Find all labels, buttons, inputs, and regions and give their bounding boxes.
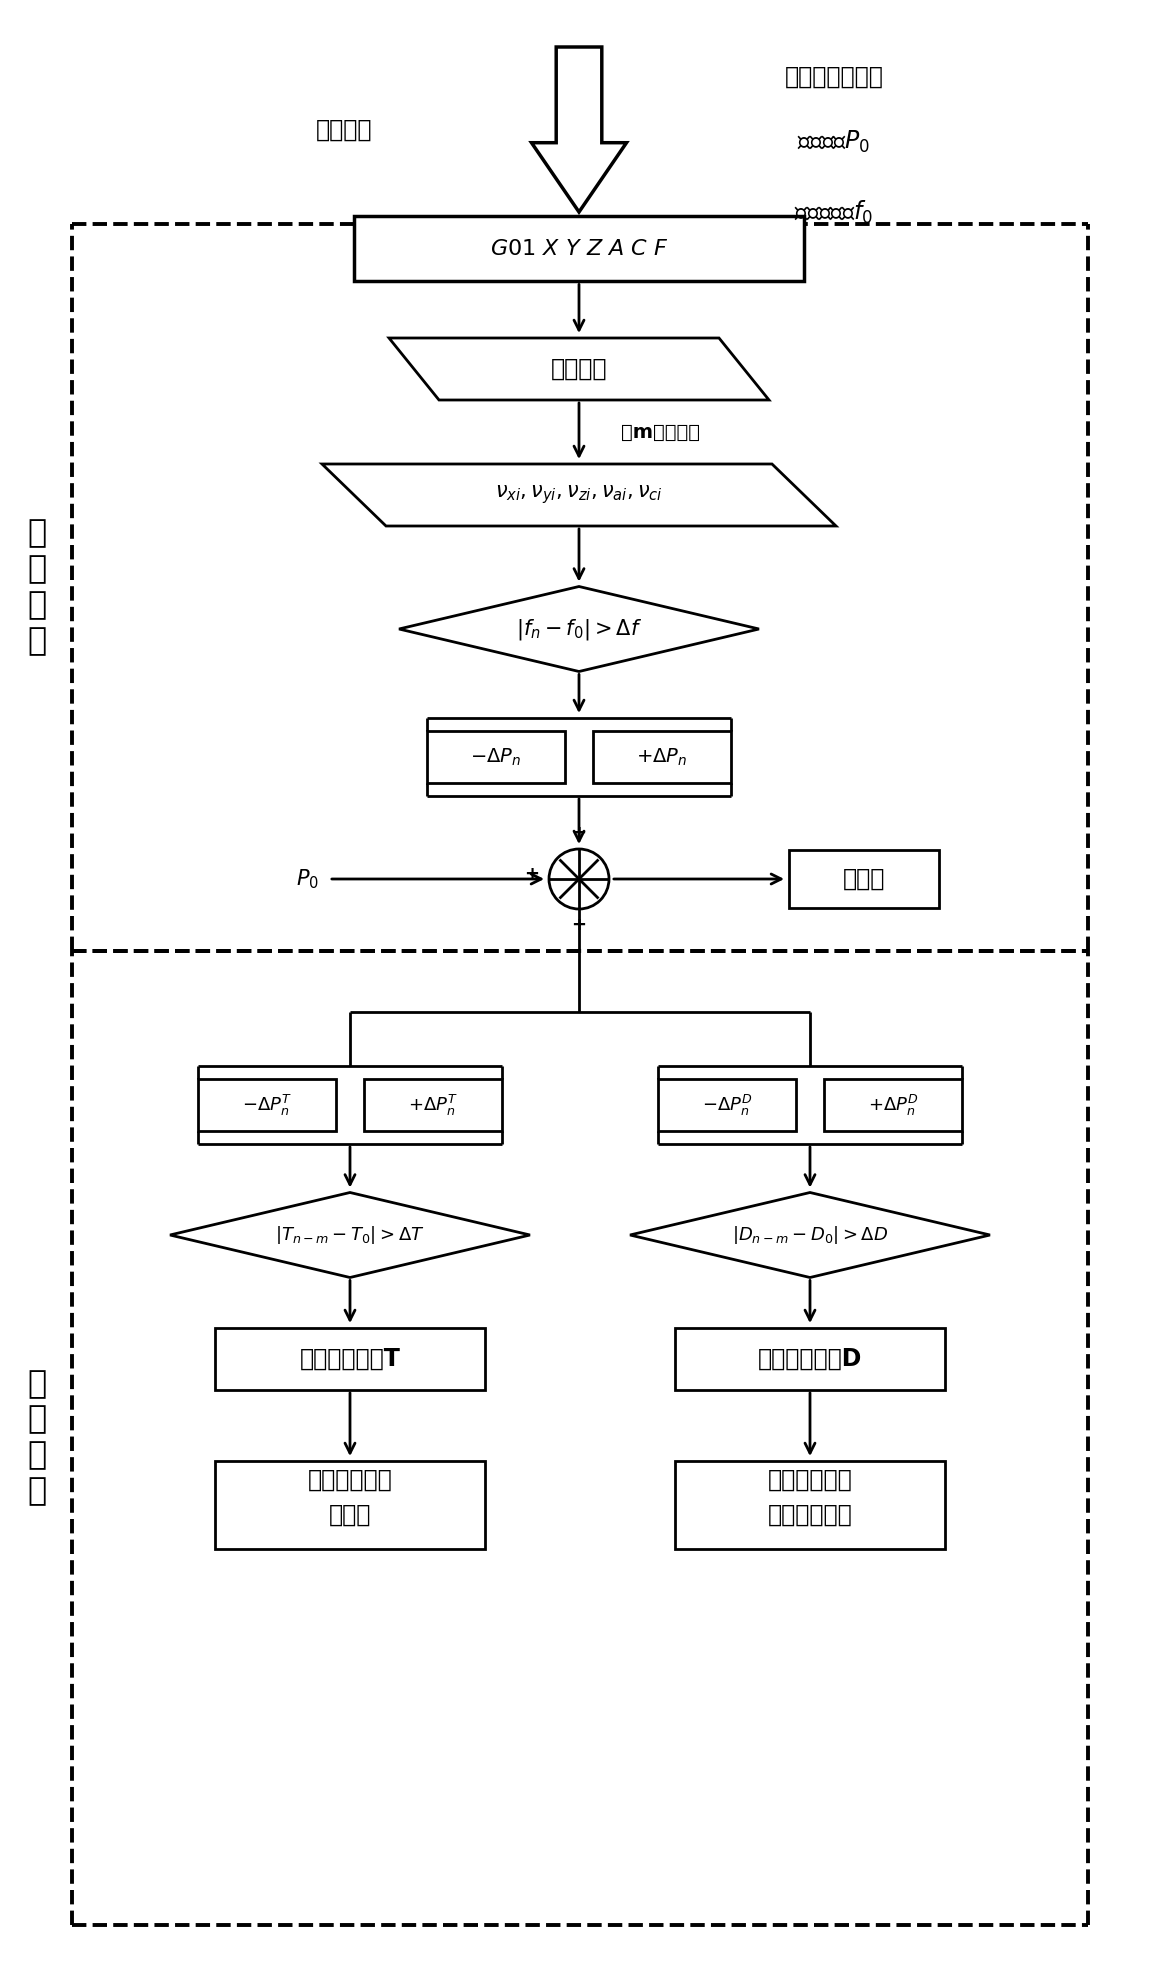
Bar [675, 1461, 945, 1548]
Bar [658, 1080, 796, 1131]
Text: $-\Delta P_n^T$: $-\Delta P_n^T$ [242, 1092, 292, 1117]
Text: $\nu_{xi},\nu_{yi},\nu_{zi},\nu_{ai},\nu_{ci}$: $\nu_{xi},\nu_{yi},\nu_{zi},\nu_{ai},\nu… [496, 484, 662, 506]
Polygon shape [532, 47, 626, 212]
Text: 扫描线速度$f_0$: 扫描线速度$f_0$ [794, 199, 873, 226]
Bar [675, 1328, 945, 1391]
Text: 反
馈
控
制: 反 馈 控 制 [28, 1369, 46, 1507]
Text: $P_0$: $P_0$ [295, 867, 318, 891]
Text: $|D_{n-m}-D_0|>\Delta D$: $|D_{n-m}-D_0|>\Delta D$ [732, 1223, 888, 1245]
Text: $+\Delta P_n^D$: $+\Delta P_n^D$ [867, 1092, 918, 1117]
Text: 熔池温度监测
测温仪: 熔池温度监测 测温仪 [308, 1467, 393, 1526]
Bar [215, 1328, 485, 1391]
Text: $+\Delta P_n$: $+\Delta P_n$ [637, 745, 688, 767]
Text: $+\Delta P_n^T$: $+\Delta P_n^T$ [408, 1092, 459, 1117]
Bar [198, 1080, 336, 1131]
Polygon shape [322, 464, 836, 525]
Text: 熔池特征尺寸D: 熔池特征尺寸D [757, 1347, 863, 1371]
Polygon shape [400, 586, 758, 671]
Polygon shape [170, 1192, 530, 1277]
Text: 激光功率$P_0$: 激光功率$P_0$ [798, 130, 871, 155]
Polygon shape [630, 1192, 990, 1277]
Text: 程序预读: 程序预读 [551, 356, 607, 382]
Text: 前
瞻
控
制: 前 瞻 控 制 [28, 517, 46, 657]
Text: 熔池中心温度T: 熔池中心温度T [300, 1347, 401, 1371]
Text: 第m个程序段: 第m个程序段 [621, 423, 699, 441]
Bar [354, 216, 804, 281]
Text: $G01\ X\ Y\ Z\ A\ C\ F$: $G01\ X\ Y\ Z\ A\ C\ F$ [490, 240, 668, 260]
Bar [427, 732, 565, 783]
Text: $|T_{n-m}-T_0|>\Delta T$: $|T_{n-m}-T_0|>\Delta T$ [276, 1223, 425, 1245]
Bar [789, 850, 939, 909]
Text: 按工艺试验确定: 按工艺试验确定 [785, 65, 884, 89]
Text: 熔池形貌监测
图像摄取单元: 熔池形貌监测 图像摄取单元 [768, 1467, 852, 1526]
Text: $-\Delta P_n^D$: $-\Delta P_n^D$ [702, 1092, 753, 1117]
Text: $-\Delta P_n$: $-\Delta P_n$ [470, 745, 521, 767]
Bar [593, 732, 731, 783]
Text: $|f_n-f_0|>\Delta f$: $|f_n-f_0|>\Delta f$ [516, 616, 642, 641]
Bar [215, 1461, 485, 1548]
Text: 激光器: 激光器 [843, 867, 885, 891]
Text: +: + [525, 865, 538, 883]
Bar [824, 1080, 962, 1131]
Text: 数控程序: 数控程序 [316, 118, 372, 142]
Text: +: + [572, 917, 586, 934]
Bar [364, 1080, 503, 1131]
Text: +: + [572, 824, 586, 842]
Polygon shape [389, 338, 769, 399]
